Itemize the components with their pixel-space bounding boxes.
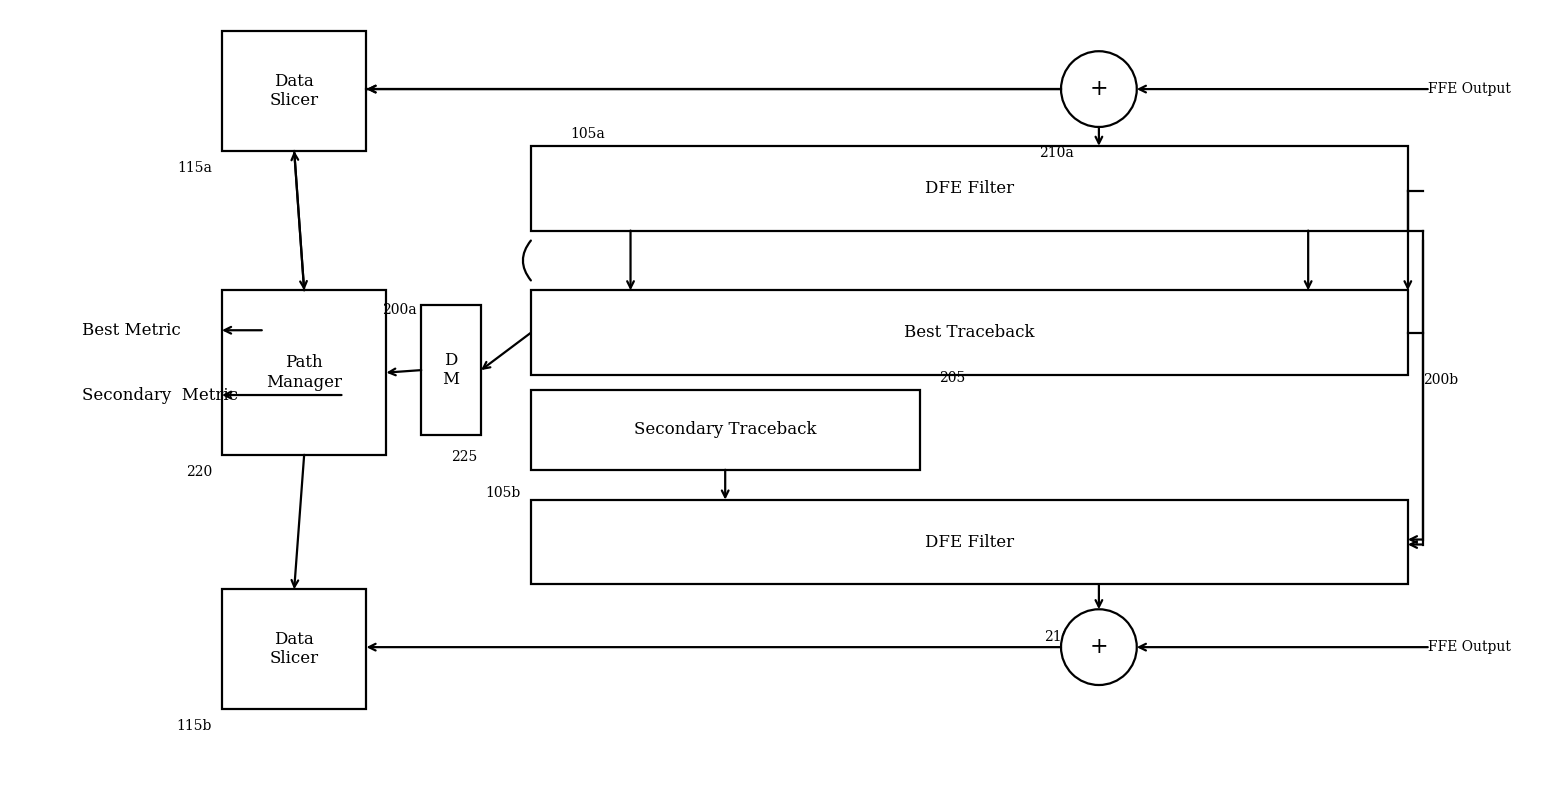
Text: +: + [1090, 636, 1109, 658]
Text: FFE Output: FFE Output [1428, 640, 1511, 654]
Text: D
M: D M [443, 352, 460, 388]
Text: +: + [1090, 78, 1109, 100]
Text: 225: 225 [450, 450, 477, 464]
Text: DFE Filter: DFE Filter [924, 533, 1013, 550]
Bar [222, 589, 366, 709]
Bar [530, 500, 1408, 585]
Bar [530, 146, 1408, 231]
Circle shape [1060, 51, 1137, 127]
Text: Data
Slicer: Data Slicer [269, 73, 319, 109]
Text: Best Traceback: Best Traceback [904, 324, 1035, 341]
Text: 200b: 200b [1423, 373, 1458, 387]
Text: 210a: 210a [1038, 146, 1074, 160]
Text: 105b: 105b [486, 486, 521, 500]
Text: 220: 220 [186, 465, 213, 479]
Text: Secondary  Metric: Secondary Metric [83, 387, 238, 403]
Bar [530, 290, 1408, 375]
Circle shape [1060, 610, 1137, 685]
Bar [530, 390, 920, 470]
Text: DFE Filter: DFE Filter [924, 180, 1013, 196]
Bar [421, 306, 482, 435]
Text: Best Metric: Best Metric [83, 322, 181, 338]
Bar [222, 31, 366, 151]
Text: 205: 205 [940, 371, 965, 385]
Text: 115b: 115b [177, 719, 213, 733]
Text: 210b: 210b [1043, 630, 1079, 644]
Text: 200a: 200a [382, 303, 416, 318]
Text: 105a: 105a [571, 127, 605, 141]
Text: Data
Slicer: Data Slicer [269, 631, 319, 667]
Bar [222, 290, 386, 455]
Text: Path
Manager: Path Manager [266, 354, 343, 391]
Text: Secondary Traceback: Secondary Traceback [633, 421, 816, 439]
Text: FFE Output: FFE Output [1428, 82, 1511, 96]
Text: 115a: 115a [177, 161, 213, 175]
